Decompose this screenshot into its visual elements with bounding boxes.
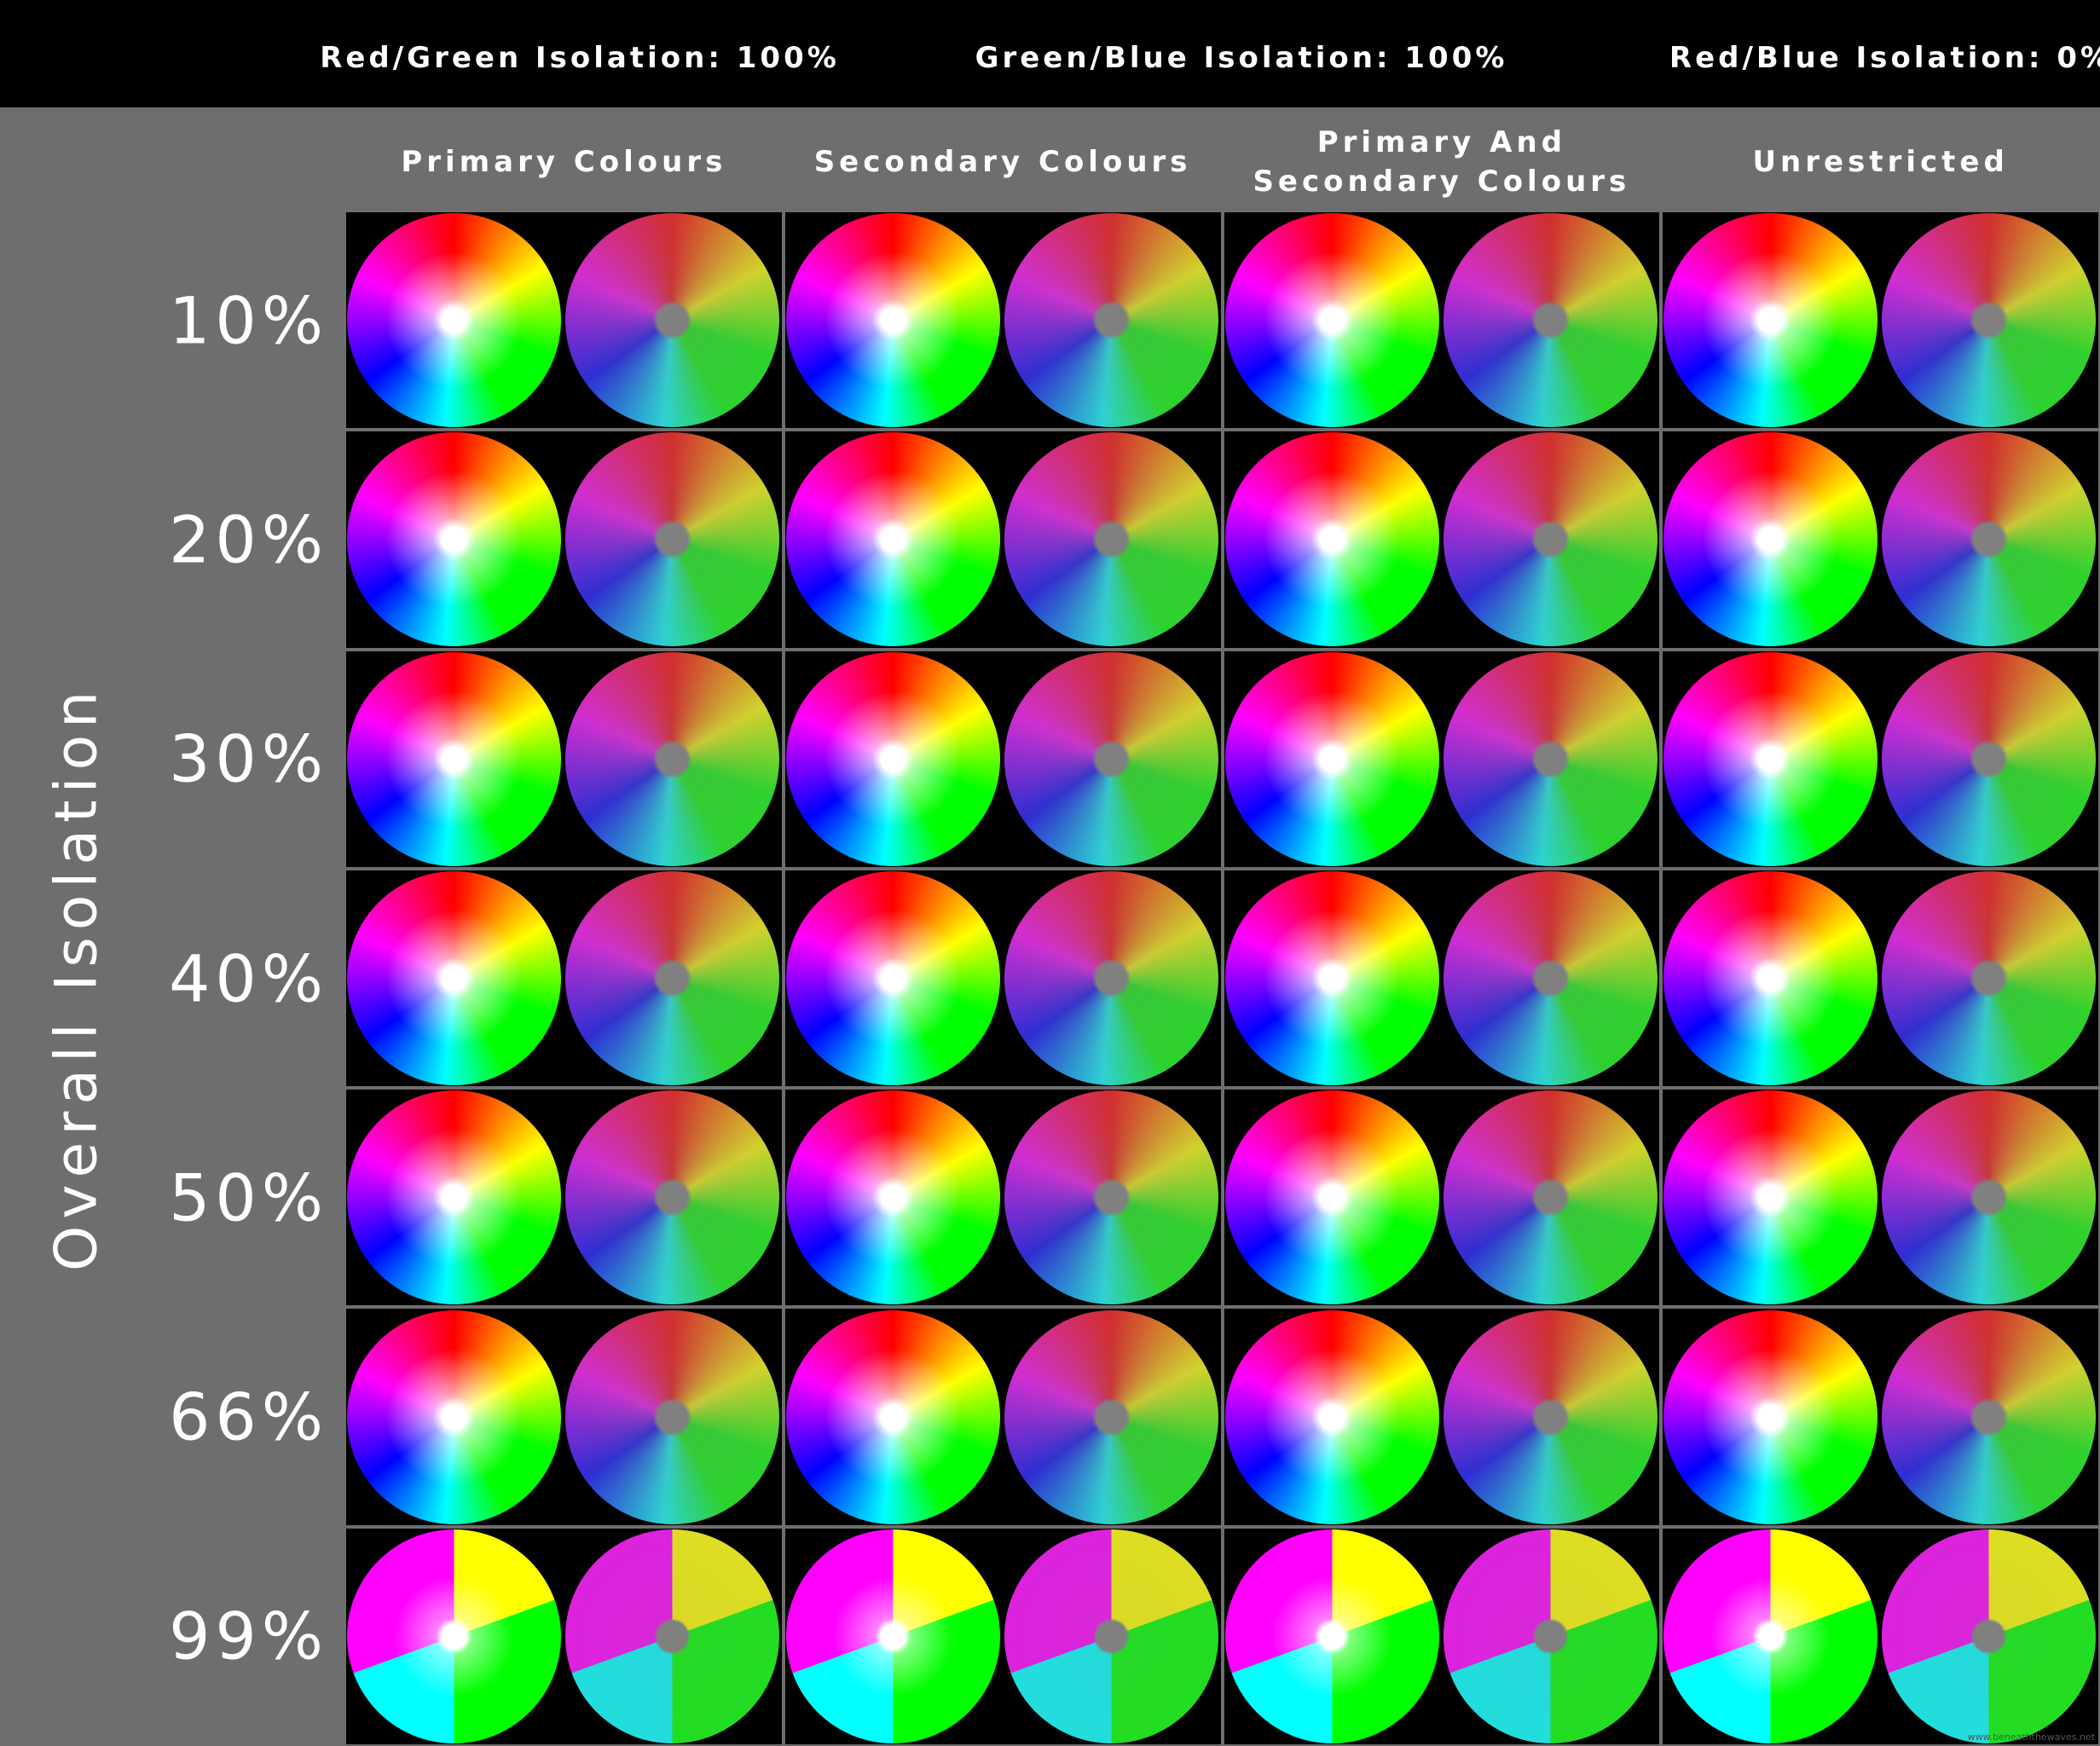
colour-wheel: [347, 1090, 562, 1305]
colour-wheel: [1663, 432, 1878, 647]
row-label: 99%: [169, 1598, 328, 1674]
colour-wheel: [1443, 1090, 1657, 1305]
colour-wheel: [1882, 432, 2097, 647]
colour-wheel: [785, 1090, 1000, 1305]
colour-wheel: [565, 213, 780, 428]
colour-wheel: [785, 1529, 1000, 1743]
isolation-setting: Red/Blue Isolation: 0%: [1669, 41, 2100, 75]
colour-wheel: [785, 651, 1000, 866]
colour-wheel: [1004, 651, 1218, 866]
isolation-setting: Green/Blue Isolation: 100%: [975, 41, 1508, 75]
watermark: www.beneaththewaves.net: [1967, 1732, 2095, 1743]
row-label: 66%: [169, 1379, 328, 1455]
row-label: 20%: [169, 501, 328, 578]
colour-wheel: [1224, 1090, 1439, 1305]
colour-wheel: [1663, 213, 1878, 428]
colour-wheel: [1882, 1310, 2097, 1524]
isolation-setting: Red/Green Isolation: 100%: [320, 41, 840, 75]
colour-wheel: [1443, 1310, 1657, 1524]
colour-wheel: [565, 432, 780, 647]
colour-wheel: [1224, 1310, 1439, 1524]
column-header: Primary Colours: [401, 145, 727, 179]
colour-wheel: [1224, 651, 1439, 866]
colour-wheel: [565, 1529, 780, 1743]
colour-wheel: [785, 1310, 1000, 1524]
colour-wheel: [1663, 1529, 1878, 1743]
colour-wheel: [347, 213, 562, 428]
colour-wheel: [1443, 871, 1657, 1085]
colour-wheel: [1004, 871, 1218, 1085]
colour-wheel: [565, 1310, 780, 1524]
colour-wheel: [1882, 871, 2097, 1085]
colour-wheel: [347, 432, 562, 647]
colour-wheel: [1443, 432, 1657, 647]
colour-wheel: [1004, 1529, 1218, 1743]
colour-wheel: [1663, 871, 1878, 1085]
colour-wheel: [1663, 651, 1878, 866]
column-header: Primary And Secondary Colours: [1252, 125, 1631, 199]
colour-wheel: [785, 213, 1000, 428]
top-bar: [0, 0, 2100, 107]
colour-wheel: [1004, 1090, 1218, 1305]
colour-wheel: [1224, 432, 1439, 647]
colour-wheel: [785, 432, 1000, 647]
colour-wheel: [1882, 213, 2097, 428]
colour-wheel: [1443, 213, 1657, 428]
row-label: 10%: [169, 282, 328, 359]
row-label: 40%: [169, 940, 328, 1016]
colour-wheel: [1882, 1529, 2097, 1743]
colour-wheel: [347, 1310, 562, 1524]
colour-wheel: [785, 871, 1000, 1085]
colour-wheel: [1004, 432, 1218, 647]
colour-wheel: [1004, 213, 1218, 428]
colour-wheel: [347, 651, 562, 866]
row-label: 50%: [169, 1159, 328, 1236]
colour-wheel: [1004, 1310, 1218, 1524]
colour-wheel: [565, 651, 780, 866]
colour-wheel: [1224, 871, 1439, 1085]
row-label: 30%: [169, 720, 328, 797]
colour-wheel: [1224, 1529, 1439, 1743]
colour-wheel: [347, 1529, 562, 1743]
colour-wheel: [1882, 1090, 2097, 1305]
colour-wheel: [565, 871, 780, 1085]
colour-wheel: [347, 871, 562, 1085]
side-label: Overall Isolation: [43, 684, 111, 1272]
column-header: Unrestricted: [1752, 145, 2009, 179]
colour-wheel: [1663, 1310, 1878, 1524]
colour-wheel: [1443, 1529, 1657, 1743]
colour-wheel: [1443, 651, 1657, 866]
colour-wheel: [1882, 651, 2097, 866]
column-header: Secondary Colours: [813, 145, 1192, 179]
colour-wheel: [1224, 213, 1439, 428]
colour-wheel: [1663, 1090, 1878, 1305]
colour-wheel: [565, 1090, 780, 1305]
